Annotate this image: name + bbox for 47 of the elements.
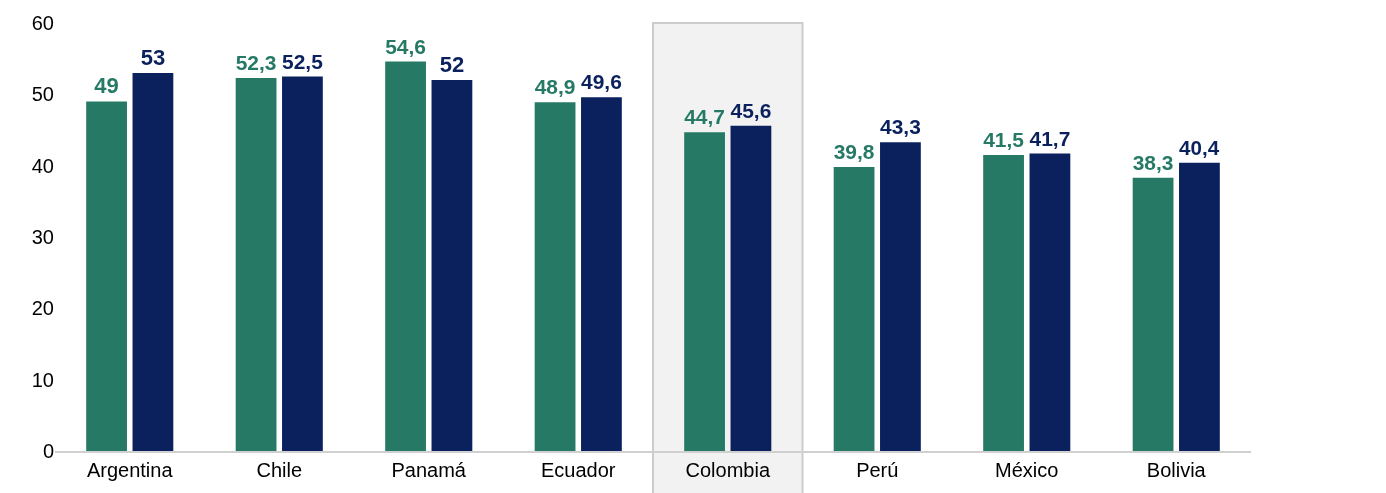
x-tick-label: México <box>995 459 1059 481</box>
bar <box>1132 177 1174 451</box>
bar <box>833 167 875 451</box>
bar <box>684 132 725 451</box>
data-label: 41,5 <box>983 128 1025 152</box>
bar <box>431 80 473 451</box>
y-tick-label: 50 <box>31 83 54 106</box>
x-tick-label: Chile <box>256 459 303 481</box>
y-tick-label: 10 <box>31 368 54 391</box>
data-label: 54,6 <box>385 34 426 58</box>
data-label: 43,3 <box>880 115 921 139</box>
bar <box>534 102 576 451</box>
y-tick-label: 30 <box>31 226 54 248</box>
y-tick-label: 60 <box>31 12 54 34</box>
bar <box>385 61 426 451</box>
bar <box>983 154 1024 451</box>
data-label: 52,5 <box>282 49 324 73</box>
data-label: 49 <box>94 73 119 99</box>
bar <box>730 125 772 451</box>
y-tick-label: 0 <box>42 440 54 462</box>
x-tick-label: Perú <box>856 459 899 481</box>
data-label: 49,6 <box>581 70 622 94</box>
x-tick-label: Argentina <box>86 459 174 481</box>
x-tick-label: Panamá <box>391 459 467 481</box>
bar <box>1029 153 1071 451</box>
bar <box>132 72 174 451</box>
bar <box>1179 162 1220 451</box>
x-tick-label: Bolivia <box>1146 459 1207 481</box>
data-label: 40,4 <box>1179 136 1220 160</box>
data-label: 53 <box>140 44 166 70</box>
y-tick-label: 40 <box>31 154 54 177</box>
data-label: 41,7 <box>1029 126 1071 150</box>
y-tick-label: 20 <box>31 297 54 320</box>
x-tick-label: Colombia <box>685 459 771 481</box>
data-label: 38,3 <box>1132 151 1174 175</box>
data-label: 52,3 <box>235 51 277 75</box>
data-label: 48,9 <box>534 75 576 99</box>
bar <box>86 101 127 451</box>
data-label: 52 <box>439 52 465 78</box>
bar <box>581 97 622 451</box>
data-label: 44,7 <box>684 105 725 129</box>
bar <box>880 142 921 451</box>
bar <box>282 76 323 451</box>
bar <box>235 77 277 451</box>
data-label: 45,6 <box>730 98 772 122</box>
x-tick-label: Ecuador <box>541 459 616 481</box>
data-label: 39,8 <box>833 140 875 164</box>
